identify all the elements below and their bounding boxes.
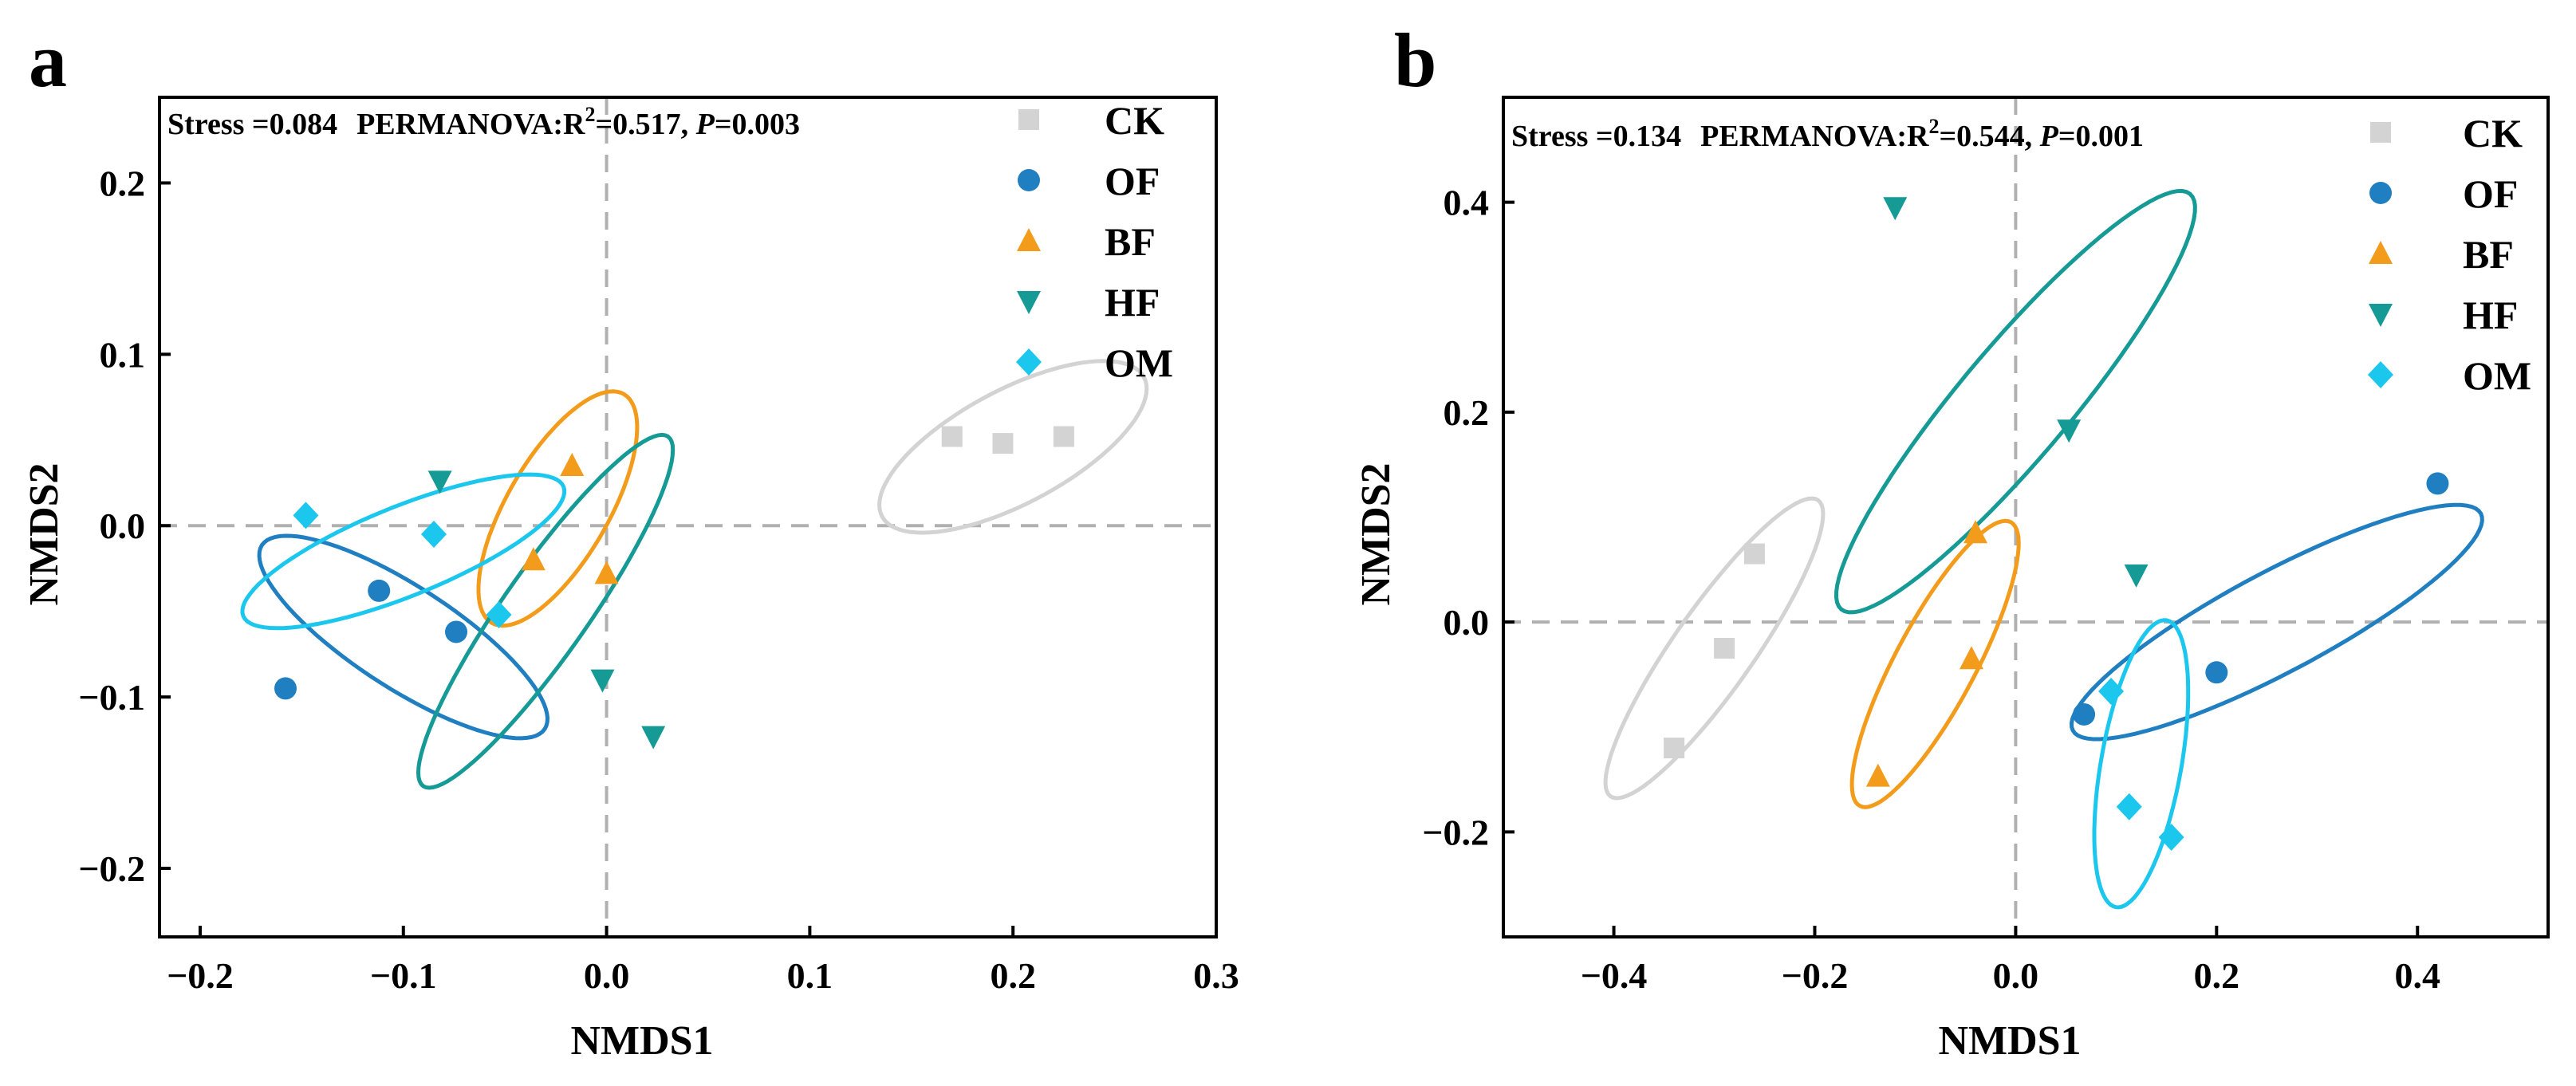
panel-b-xtick-label: −0.4 <box>1581 955 1648 996</box>
panel-b-point-ck-3 <box>1664 738 1685 759</box>
panel-a-point-om-2 <box>420 520 447 548</box>
panel-b-ellipse-bf <box>1849 518 2021 809</box>
panel-a-ylabel: NMDS2 <box>22 462 67 605</box>
panel-a-xtick-label: 0.0 <box>584 955 630 996</box>
panel-a-ytick-label: 0.2 <box>100 163 146 203</box>
panel-b-point-bf-3 <box>1865 763 1890 787</box>
panel-b-point-om-1 <box>2098 677 2125 705</box>
panel-a-axes-frame <box>158 96 1218 938</box>
panel-b-axes-frame <box>1502 96 2550 938</box>
panel-b-ytick-label: 0.4 <box>1444 183 1490 223</box>
panel-b-point-hf-2 <box>2057 419 2082 443</box>
panel-a-legend-marker-of <box>1018 169 1040 191</box>
panel-b-legend-marker-hf <box>2369 304 2393 327</box>
panel-a-ytick-label: 0.1 <box>100 334 146 375</box>
panel-b-legend-label-of: OF <box>2463 171 2518 216</box>
panel-b-xtick-label: −0.2 <box>1782 955 1849 996</box>
panel-b-stats-annotation: Stress =0.134 PERMANOVA:R2=0.544, P=0.001 <box>1511 115 2144 153</box>
panel-a-ytick-label: −0.1 <box>78 677 145 718</box>
panel-b-xtick-label: 0.0 <box>1993 955 2039 996</box>
panel-a-point-hf-1 <box>427 470 452 494</box>
panel-b-xtick-label: 0.2 <box>2194 955 2240 996</box>
panel-a-xtick-label: 0.2 <box>990 955 1036 996</box>
panel-b-legend-label-ck: CK <box>2463 111 2523 155</box>
panel-a-point-bf-3 <box>594 561 619 584</box>
panel-b-point-om-3 <box>2158 823 2184 851</box>
panel-b-point-of-2 <box>2205 661 2228 684</box>
panel-a: a −0.2 −0.1 0.0 0.1 0.2 0.3 −0.2 −0.1 0.0 0.1 0.2 S… <box>22 18 1239 1064</box>
panel-b-point-bf-1 <box>1964 520 1988 544</box>
panel-b-point-ck-1 <box>1743 543 1765 565</box>
panel-a-xtick-label: −0.2 <box>167 955 234 996</box>
panel-b-legend-marker-of <box>2369 182 2392 204</box>
panel-a-ytick-label: −0.2 <box>78 848 145 889</box>
panel-b-point-bf-2 <box>1959 646 1983 670</box>
panel-a-xtick-label: 0.3 <box>1193 955 1239 996</box>
panel-a-legend-label-ck: CK <box>1105 98 1164 143</box>
panel-a-plot: −0.2 −0.1 0.0 0.1 0.2 0.3 −0.2 −0.1 0.0 0.1 0.2 Str… <box>78 96 1239 996</box>
panel-a-xlabel: NMDS1 <box>570 1018 713 1064</box>
panel-b-legend-marker-ck <box>2370 122 2391 143</box>
panel-b-label: b <box>1394 18 1436 103</box>
panel-b-ytick-label: −0.2 <box>1422 812 1489 852</box>
panel-b-ellipse-om <box>2092 618 2191 910</box>
panel-a-legend-marker-hf <box>1017 291 1041 314</box>
panel-a-point-of-3 <box>445 620 468 643</box>
panel-a-legend-marker-bf <box>1017 228 1041 251</box>
panel-a-point-ck-3 <box>1053 426 1074 447</box>
panel-a-stats-annotation: Stress =0.084 PERMANOVA:R2=0.517, P=0.003 <box>167 103 800 141</box>
panel-b-point-hf-1 <box>1883 197 1908 221</box>
panel-a-point-om-1 <box>293 502 319 529</box>
panel-a-legend-label-hf: HF <box>1105 280 1160 325</box>
panel-a-label: a <box>29 18 67 103</box>
panel-b-legend-label-bf: BF <box>2463 232 2514 277</box>
panel-b-xlabel: NMDS1 <box>1938 1018 2081 1064</box>
panel-b-point-ck-2 <box>1714 638 1735 659</box>
panel-a-ellipse-ck <box>877 359 1149 535</box>
panel-a-xtick-label: 0.1 <box>787 955 833 996</box>
panel-a-legend-label-of: OF <box>1105 159 1160 203</box>
panel-b-xtick-label: 0.4 <box>2395 955 2441 996</box>
panel-a-ytick-label: 0.0 <box>100 506 146 546</box>
panel-b-legend-label-om: OM <box>2463 353 2531 398</box>
panel-a-ellipse-hf <box>416 432 676 790</box>
panel-b-ylabel: NMDS2 <box>1353 462 1399 605</box>
panel-a-point-hf-2 <box>590 669 615 693</box>
panel-a-ellipse-of <box>257 533 550 741</box>
panel-b-legend-marker-om <box>2368 361 2393 388</box>
panel-a-legend-marker-om <box>1016 348 1042 376</box>
panel-b-ytick-label: 0.2 <box>1444 392 1490 433</box>
panel-a-point-bf-1 <box>560 453 585 477</box>
panel-a-point-hf-3 <box>641 726 666 750</box>
panel-b-ellipse-ck <box>1603 496 1826 801</box>
panel-b-legend-label-hf: HF <box>2463 293 2518 337</box>
panel-b-legend-marker-bf <box>2369 241 2393 264</box>
panel-a-xtick-label: −0.1 <box>370 955 437 996</box>
panel-b: b −0.4 −0.2 0.0 0.2 0.4 −0.2 0.0 0.2 0.4 Stress =… <box>1353 18 2550 1064</box>
panel-a-legend-label-om: OM <box>1105 340 1173 385</box>
panel-a-ellipse-bf <box>476 389 640 628</box>
panel-a-point-ck-2 <box>992 433 1014 454</box>
panel-a-legend-marker-ck <box>1018 109 1039 130</box>
panel-a-point-om-3 <box>486 600 512 628</box>
panel-b-point-of-1 <box>2073 702 2096 726</box>
panel-b-point-om-2 <box>2116 793 2142 820</box>
panel-a-ellipse-om <box>240 472 567 631</box>
panel-b-point-hf-3 <box>2124 564 2149 588</box>
panel-a-point-ck-1 <box>941 426 963 447</box>
panel-a-legend-label-bf: BF <box>1105 219 1156 264</box>
panel-b-ellipse-of <box>2069 502 2484 742</box>
panel-b-ellipse-hf <box>1834 188 2197 615</box>
panel-b-point-of-3 <box>2426 472 2449 495</box>
panel-a-point-of-2 <box>368 579 391 602</box>
panel-b-plot: −0.4 −0.2 0.0 0.2 0.4 −0.2 0.0 0.2 0.4 Stress =0.… <box>1422 96 2550 996</box>
panel-b-ytick-label: 0.0 <box>1444 602 1490 643</box>
panel-a-point-bf-2 <box>521 547 546 571</box>
panel-a-point-of-1 <box>274 677 297 700</box>
